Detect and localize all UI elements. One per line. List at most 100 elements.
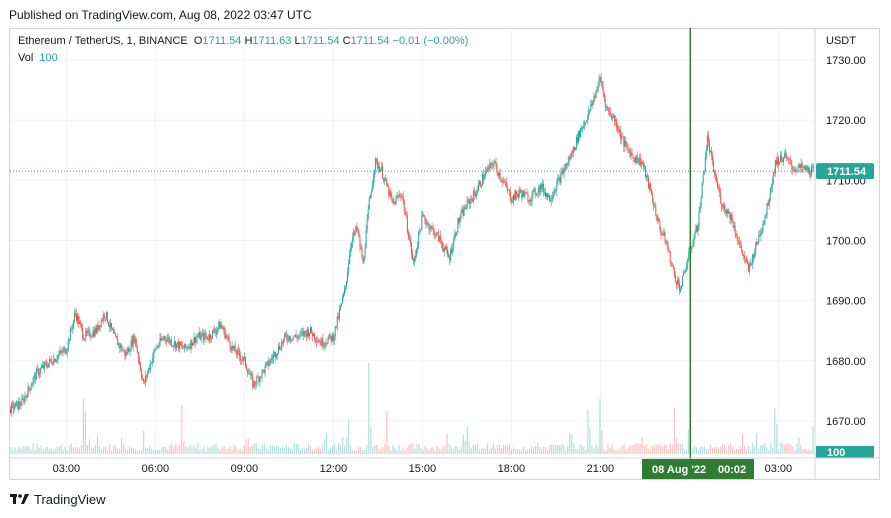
candle-body [533, 188, 535, 190]
candle-body [775, 160, 777, 165]
candle-body [651, 191, 653, 196]
volume-bar [273, 446, 275, 454]
candle-body [600, 77, 602, 83]
candle-body [433, 229, 435, 237]
candle-body [538, 187, 540, 193]
candle-body [759, 234, 761, 237]
candle-body [767, 203, 769, 206]
volume-bar [454, 445, 456, 454]
volume-bar [563, 445, 565, 454]
candle-body [62, 349, 64, 353]
candle-body [606, 106, 608, 109]
volume-bar [315, 448, 318, 454]
candle-body [682, 275, 684, 287]
volume-bar [60, 444, 62, 454]
candle-body [780, 155, 781, 162]
volume-bar [281, 446, 283, 454]
candle-body [750, 263, 752, 265]
tradingview-logo[interactable]: TradingView [10, 492, 106, 507]
volume-bar [649, 449, 651, 454]
volume-bar [329, 448, 332, 454]
volume-bar [323, 439, 326, 454]
volume-bar [332, 445, 334, 454]
candle-body [26, 395, 28, 398]
volume-bar [498, 444, 501, 454]
symbol-title[interactable]: Ethereum / TetherUS, 1, BINANCE [18, 35, 188, 47]
volume-bar [543, 446, 545, 454]
volume-bar [687, 429, 689, 454]
candle-body [734, 226, 736, 234]
candle-body [144, 381, 146, 383]
candle-body [443, 249, 445, 252]
candle-body [32, 378, 34, 384]
candle-body [305, 332, 307, 337]
crosshair-time-badge [642, 459, 754, 479]
volume-bar [514, 449, 517, 454]
volume-label[interactable]: Vol [18, 52, 34, 64]
candle-body [370, 191, 372, 196]
volume-bar [167, 449, 169, 454]
candle-body [198, 332, 200, 337]
candle-body [53, 358, 55, 365]
candle-body [437, 232, 439, 242]
candle-body [137, 352, 139, 360]
volume-bar [233, 444, 235, 454]
candle-body [561, 170, 563, 173]
candle-body [494, 161, 496, 163]
candle-body [565, 163, 567, 170]
volume-bar [153, 450, 155, 454]
candle-body [200, 334, 202, 340]
candle-body [537, 187, 539, 194]
candle-body [800, 163, 802, 168]
candle-body [550, 200, 552, 202]
candle-body [653, 201, 655, 207]
volume-bar [547, 449, 549, 454]
volume-bar [110, 450, 113, 454]
candle-body [577, 130, 579, 143]
candle-body [409, 239, 411, 244]
candle-body [273, 352, 275, 355]
volume-bar [740, 446, 742, 454]
volume-bar [211, 445, 213, 454]
candle-body [57, 355, 59, 360]
candle-body [373, 169, 375, 178]
candle-body [757, 242, 759, 244]
volume-bar [480, 448, 482, 454]
candle-body [204, 333, 206, 337]
candle-body [601, 82, 603, 87]
volume-bar [340, 444, 342, 454]
candle-body [335, 326, 337, 328]
volume-bar [440, 448, 442, 454]
chart-frame[interactable] [9, 28, 880, 480]
candle-body [298, 335, 300, 337]
volume-bar [711, 448, 714, 454]
candle-body [594, 96, 596, 98]
candle-body [72, 320, 74, 328]
volume-bar [462, 434, 464, 454]
candle-body [713, 160, 714, 172]
candle-body [694, 233, 696, 238]
volume-bar [195, 447, 197, 454]
volume-bar [22, 445, 24, 454]
volume-bar [219, 449, 221, 454]
candle-body [590, 103, 592, 111]
candle-body [700, 198, 702, 207]
candle-body [286, 334, 288, 339]
volume-bar [802, 449, 804, 454]
candle-body [127, 348, 129, 354]
candle-body [323, 345, 325, 347]
candle-body [697, 226, 699, 232]
candle-body [30, 386, 32, 390]
candle-body [139, 363, 141, 371]
candle-body [674, 275, 676, 282]
volume-bar [370, 426, 372, 454]
candle-body [756, 242, 758, 244]
candle-body [371, 183, 373, 192]
volume-bar [100, 450, 103, 454]
candle-body [595, 90, 597, 98]
change-value: −0.01 (−0.00%) [392, 35, 469, 47]
candle-body [655, 206, 657, 216]
volume-bar [344, 445, 346, 454]
candle-body [669, 251, 671, 264]
